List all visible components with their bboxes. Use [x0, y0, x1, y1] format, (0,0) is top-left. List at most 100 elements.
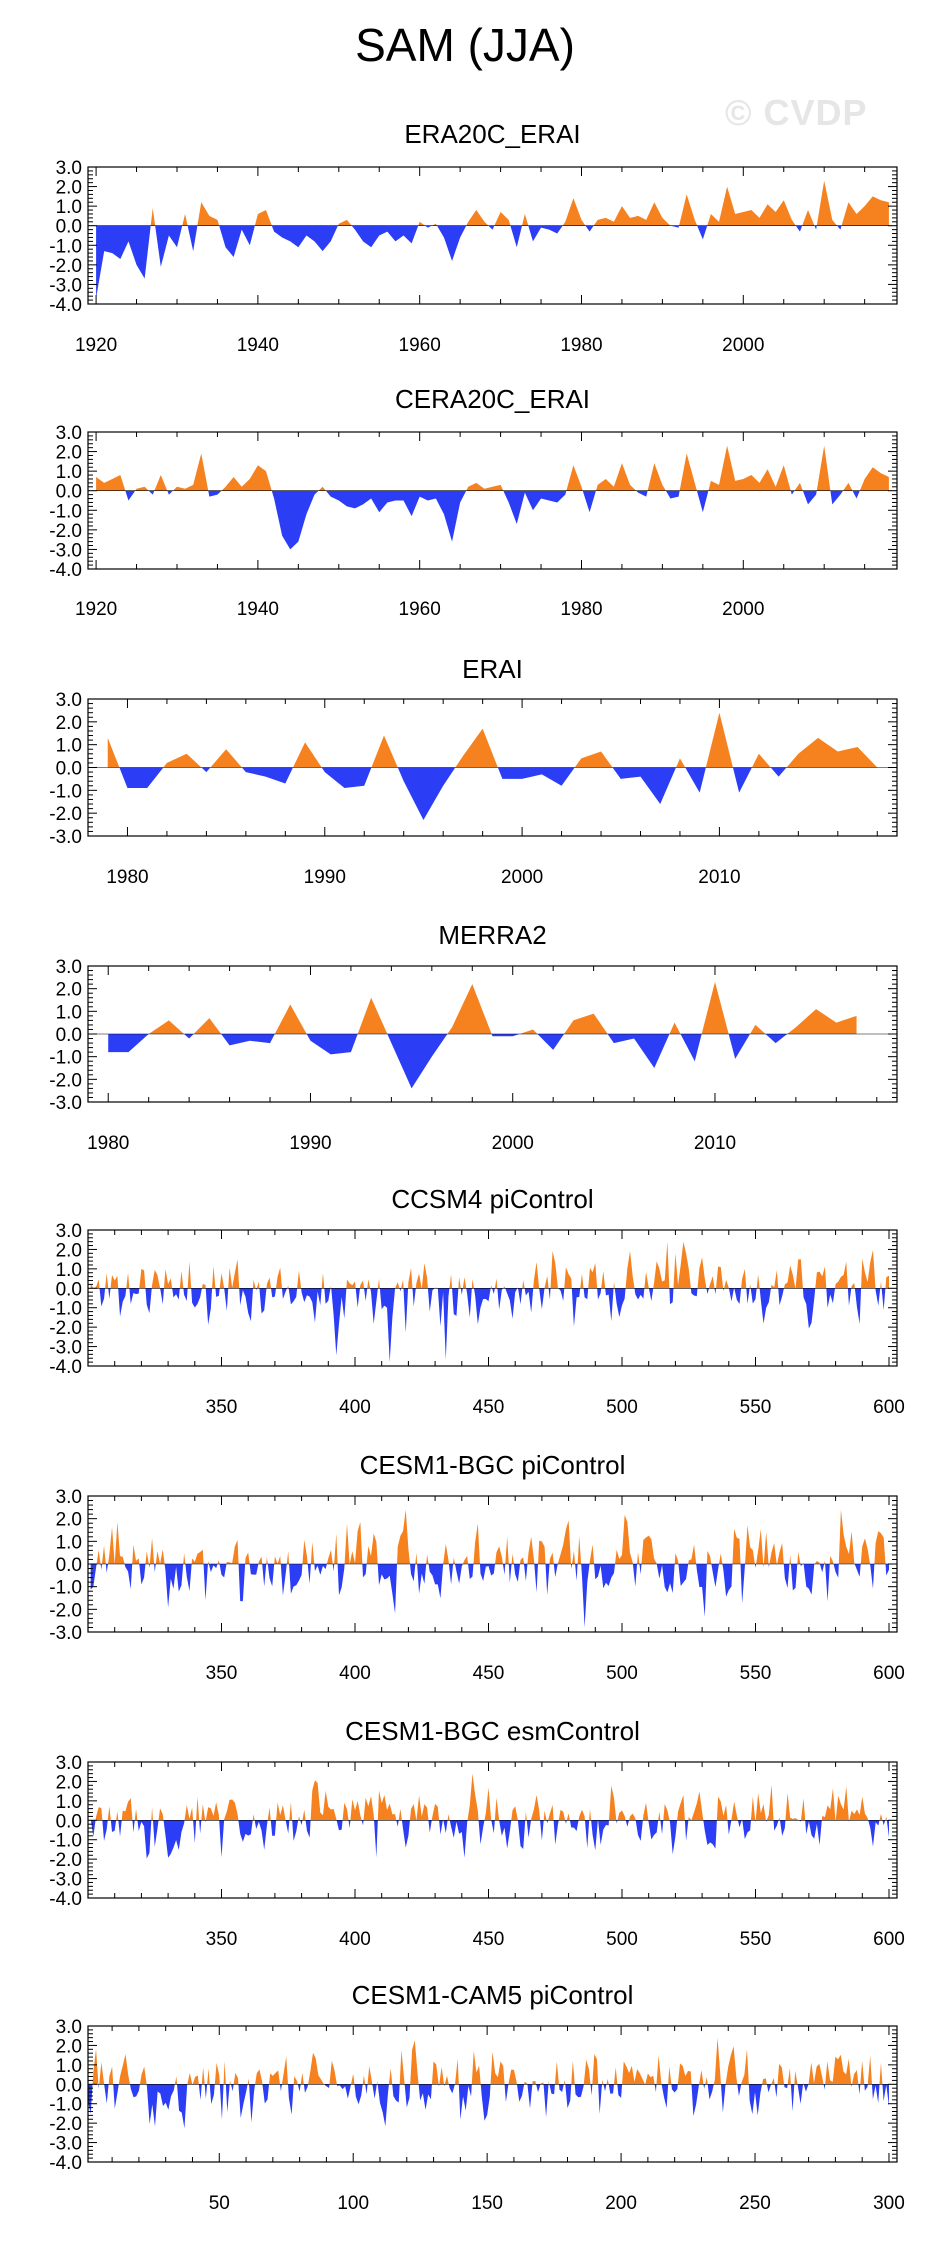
x-tick-label: 500: [606, 1929, 638, 1950]
y-tick-label: -2.0: [49, 521, 82, 542]
y-tick-label: -1.0: [49, 1578, 82, 1599]
y-tick-label: -3.0: [49, 1338, 82, 1359]
plot-frame: [87, 1229, 898, 1367]
plot-frame: [87, 166, 898, 305]
chart-panel: CESM1-BGC esmControl 3.02.01.00.0-1.0-2.0…: [49, 1716, 905, 1950]
positive-area: [88, 2037, 889, 2085]
negative-area: [88, 2084, 889, 2129]
y-tick-label: 3.0: [56, 690, 82, 711]
y-tick-label: 0.0: [56, 1811, 82, 1832]
x-tick-label: 1940: [237, 335, 279, 356]
y-tick-label: -4.0: [49, 295, 82, 316]
y-tick-label: 0.0: [56, 759, 82, 780]
x-tick-label: 400: [339, 1397, 371, 1418]
chart-title: CCSM4 piControl: [391, 1184, 593, 1214]
x-tick-label: 350: [206, 1663, 238, 1684]
x-tick-label: 2000: [722, 335, 764, 356]
y-tick-label: -3.0: [49, 2134, 82, 2155]
y-tick-label: -1.0: [49, 1048, 82, 1069]
negative-area: [90, 1820, 889, 1859]
y-tick-label: -2.0: [49, 256, 82, 277]
chart-panel: CESM1-BGC piControl 3.02.01.00.0-1.0-2.0-…: [49, 1450, 905, 1684]
x-tick-label: 400: [339, 1929, 371, 1950]
x-tick-label: 2000: [722, 599, 764, 620]
y-tick-label: 1.0: [56, 1002, 82, 1023]
positive-area: [96, 180, 889, 226]
y-tick-label: -1.0: [49, 2095, 82, 2116]
y-tick-label: 3.0: [56, 423, 82, 444]
chart-title: CERA20C_ERAI: [395, 384, 590, 414]
chart-panel: CESM1-CAM5 piControl 3.02.01.00.0-1.0-2.0…: [49, 1980, 905, 2214]
y-tick-label: -3.0: [49, 1093, 82, 1114]
y-tick-label: 2.0: [56, 713, 82, 734]
positive-area: [96, 445, 889, 491]
y-tick-label: 1.0: [56, 1532, 82, 1553]
y-tick-label: 0.0: [56, 1025, 82, 1046]
y-tick-label: 1.0: [56, 197, 82, 218]
y-tick-label: -4.0: [49, 1357, 82, 1378]
chart-title: MERRA2: [438, 920, 546, 950]
y-tick-label: 1.0: [56, 736, 82, 757]
chart-title: ERA20C_ERAI: [404, 119, 580, 149]
series-area: [88, 2037, 889, 2129]
y-tick-label: 1.0: [56, 462, 82, 483]
x-tick-label: 550: [740, 1663, 772, 1684]
y-tick-label: -2.0: [49, 1850, 82, 1871]
x-tick-label: 200: [605, 2193, 637, 2214]
y-tick-label: -4.0: [49, 2153, 82, 2174]
y-tick-label: -1.0: [49, 1831, 82, 1852]
y-tick-label: 2.0: [56, 1772, 82, 1793]
series-area: [90, 1509, 889, 1628]
negative-area: [108, 1034, 857, 1089]
chart-panel: ERAI 3.02.01.00.0-1.0-2.0-3.0 1980 1990 2000…: [49, 654, 898, 888]
y-tick-label: 3.0: [56, 158, 82, 179]
x-tick-label: 2000: [501, 867, 543, 888]
x-tick-label: 1990: [304, 867, 346, 888]
y-tick-label: 2.0: [56, 178, 82, 199]
x-tick-label: 1960: [399, 599, 441, 620]
y-tick-label: -3.0: [49, 275, 82, 296]
y-tick-label: 2.0: [56, 1240, 82, 1261]
y-tick-label: 2.0: [56, 2036, 82, 2057]
x-tick-label: 300: [873, 2193, 905, 2214]
y-tick-label: -3.0: [49, 540, 82, 561]
y-tick-label: -4.0: [49, 1889, 82, 1910]
chart-title: CESM1-CAM5 piControl: [352, 1980, 634, 2010]
chart-title: ERAI: [462, 654, 523, 684]
chart-panel: CERA20C_ERAI 3.02.01.00.0-1.0-2.0-3.0-4.0…: [49, 384, 898, 620]
negative-area: [96, 490, 889, 550]
x-tick-label: 1940: [237, 599, 279, 620]
y-tick-label: -1.0: [49, 236, 82, 257]
x-tick-label: 1960: [399, 335, 441, 356]
y-tick-label: -1.0: [49, 501, 82, 522]
x-tick-label: 400: [339, 1663, 371, 1684]
y-tick-label: -2.0: [49, 2114, 82, 2135]
negative-area: [96, 225, 889, 299]
x-tick-label: 600: [873, 1663, 905, 1684]
x-tick-label: 150: [471, 2193, 503, 2214]
chart-panel: ERA20C_ERAI 3.02.01.00.0-1.0-2.0-3.0-4.0 1…: [49, 119, 898, 356]
y-tick-label: 3.0: [56, 1753, 82, 1774]
y-tick-label: -2.0: [49, 1600, 82, 1621]
y-tick-label: -2.0: [49, 1318, 82, 1339]
y-tick-label: 0.0: [56, 2075, 82, 2096]
y-tick-label: -3.0: [49, 827, 82, 848]
positive-area: [90, 1241, 889, 1289]
positive-area: [108, 981, 857, 1034]
y-tick-label: 0.0: [56, 217, 82, 238]
plot-frame: [87, 1761, 898, 1899]
x-tick-label: 500: [606, 1397, 638, 1418]
series-area: [108, 981, 857, 1089]
y-tick-label: 1.0: [56, 1260, 82, 1281]
y-tick-label: 3.0: [56, 2017, 82, 2038]
y-tick-label: 0.0: [56, 1279, 82, 1300]
y-tick-label: 2.0: [56, 980, 82, 1001]
negative-area: [90, 1564, 889, 1628]
x-tick-label: 1920: [75, 335, 117, 356]
series-area: [107, 712, 878, 821]
positive-area: [90, 1509, 889, 1564]
negative-area: [107, 767, 878, 821]
plot-frame: [87, 431, 898, 570]
page-title: SAM (JJA): [355, 19, 575, 71]
